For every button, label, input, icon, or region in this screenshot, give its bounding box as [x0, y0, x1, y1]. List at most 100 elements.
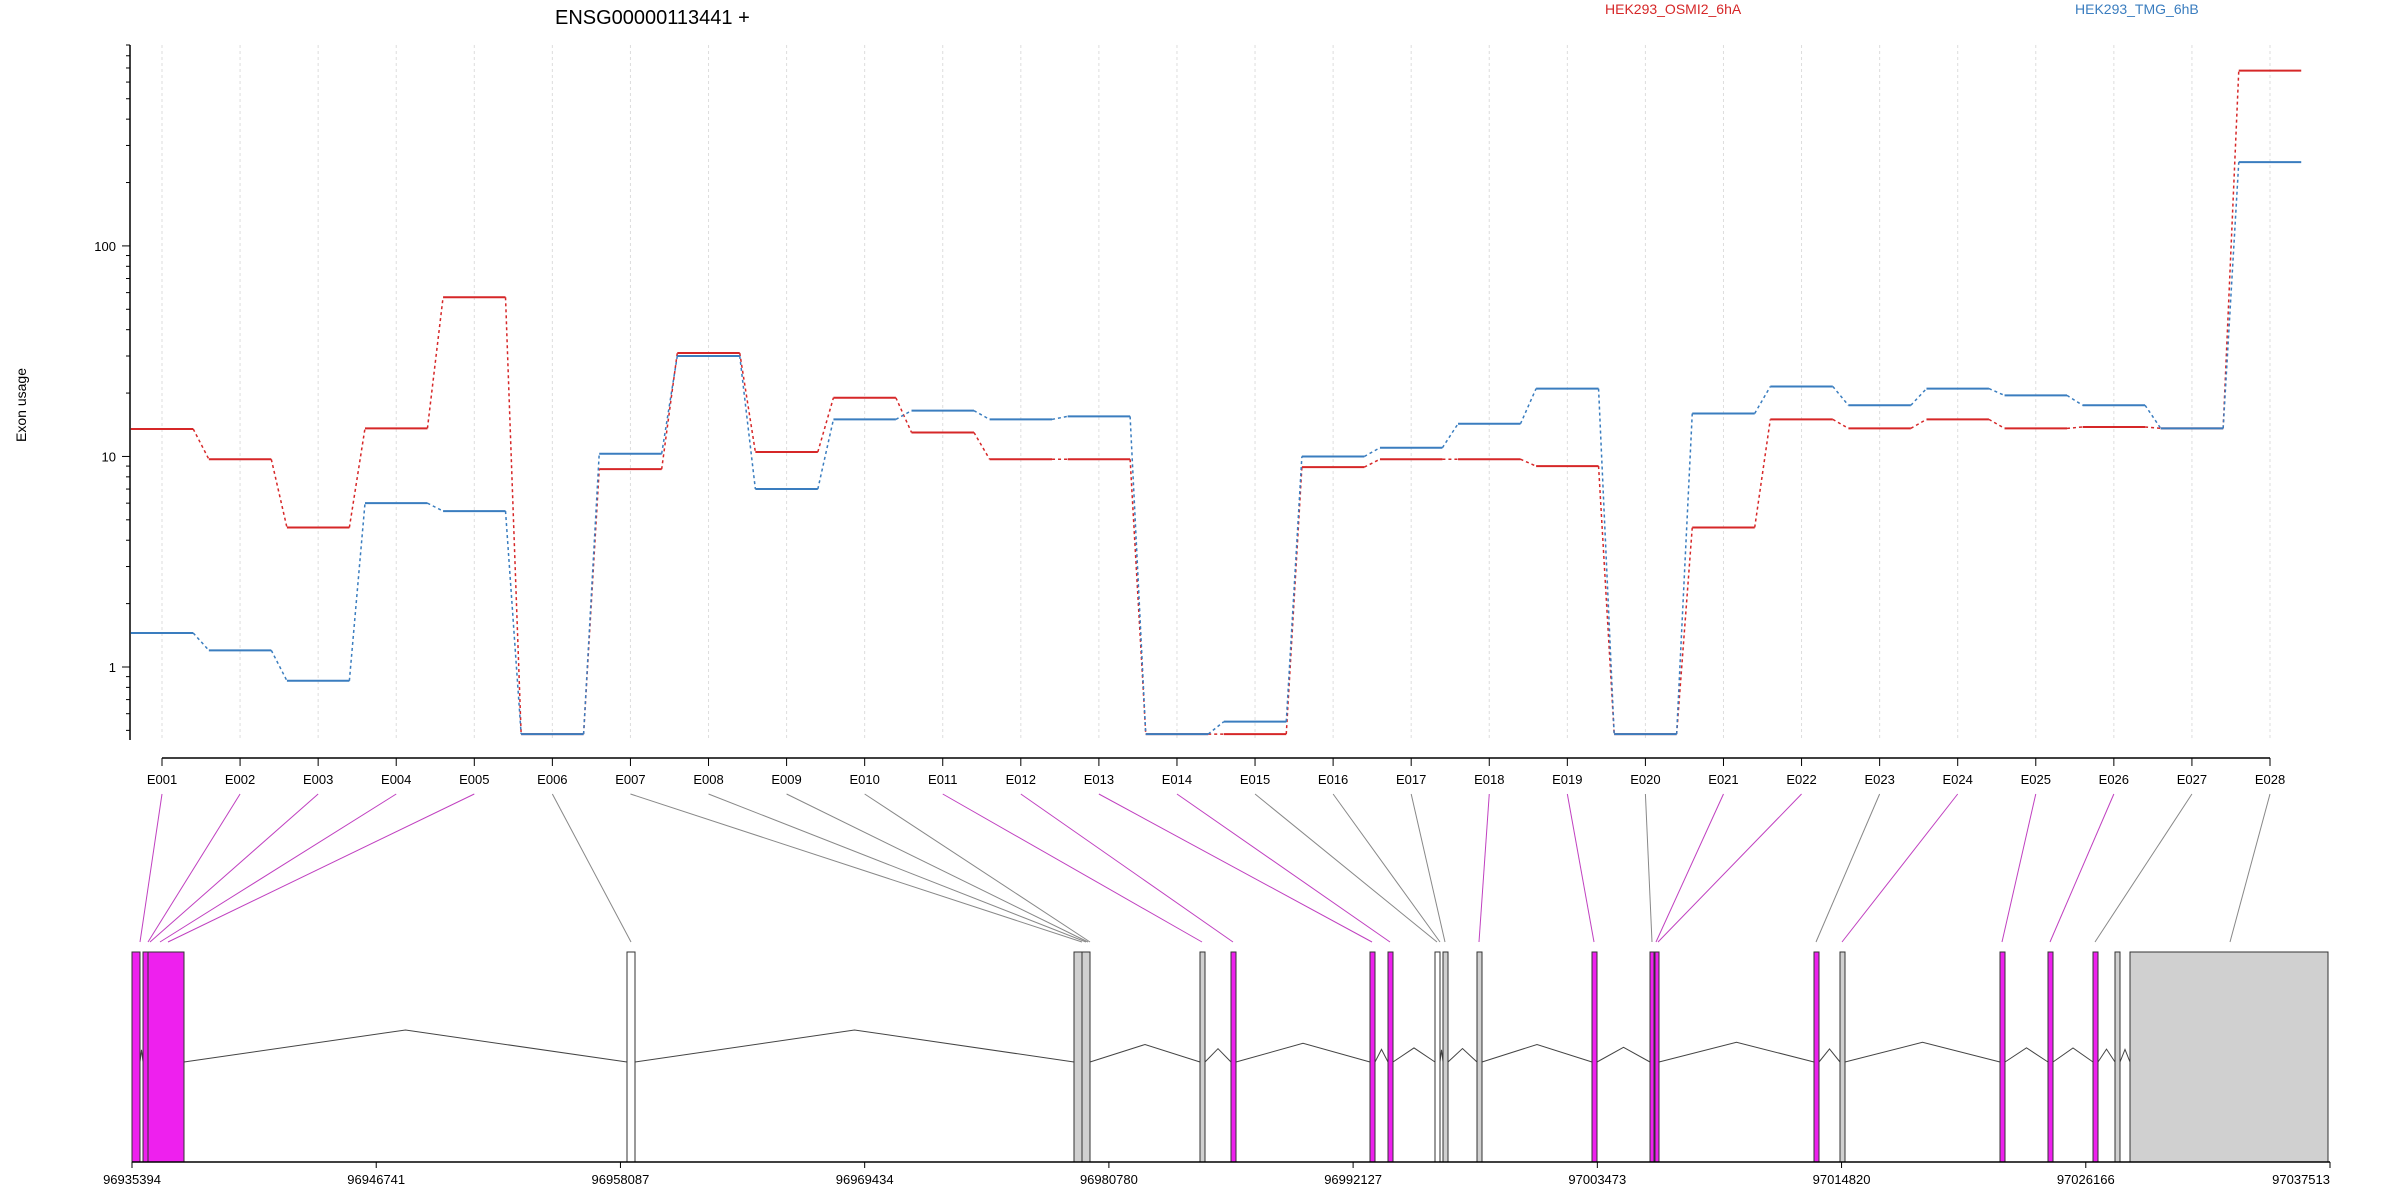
coord-label: 96992127 [1324, 1172, 1382, 1187]
exon-box-8 [1230, 951, 1237, 1163]
series-1-transition [1910, 418, 1927, 429]
exon-box-18 [1839, 951, 1846, 1163]
series-2-transition [192, 632, 210, 651]
x-tick-label: E002 [225, 772, 255, 787]
x-axis: E001 E002 E003 E004 E005 E006 E007 E008 E009 E010… [147, 757, 2285, 787]
x-tick-label: E017 [1396, 772, 1426, 787]
x-tick-label: E013 [1084, 772, 1114, 787]
series-2-transition [1754, 386, 1771, 414]
connector-E018 [1478, 793, 1490, 943]
intron-line [1818, 1048, 1841, 1063]
exon-box-19 [1999, 951, 2006, 1163]
exon-box-3 [147, 951, 185, 1163]
series-1-transition [348, 428, 366, 528]
series-1-transition [1520, 458, 1537, 467]
exon-box-5 [1073, 951, 1083, 1163]
series-2-transition [1519, 388, 1537, 425]
exon-connectors [139, 793, 2271, 943]
series-2-transition [348, 503, 366, 681]
coord-label: 96958087 [592, 1172, 650, 1187]
x-tick-label: E014 [1162, 772, 1192, 787]
series-1-transition [192, 428, 210, 460]
series-1-transition [1675, 527, 1693, 735]
series-1-transition [270, 459, 288, 528]
x-tick-label: E012 [1006, 772, 1036, 787]
connector-E011 [942, 793, 1203, 943]
connector-E015 [1254, 793, 1438, 943]
x-tick-label: E009 [771, 772, 801, 787]
series-2-transition [660, 355, 679, 454]
series-1-transition [504, 297, 522, 735]
series-2-transition [504, 511, 522, 735]
series-2-transition [895, 410, 912, 421]
genomic-coordinate-axis: 96935394 96946741 96958087 96969434 96980780… [103, 1161, 2331, 1187]
intron-line [2004, 1047, 2049, 1063]
grid-lines [161, 45, 2271, 740]
series-2-transition [1207, 721, 1225, 735]
x-tick-label: E016 [1318, 772, 1348, 787]
coord-label: 97026166 [2057, 1172, 2115, 1187]
series-2-transition [2222, 162, 2240, 429]
y-tick-label: 100 [94, 239, 116, 254]
series-1-transition [739, 352, 757, 453]
intron-line [1658, 1041, 1815, 1063]
x-tick-label: E003 [303, 772, 333, 787]
series-1-transition [1364, 458, 1381, 468]
connector-E016 [1332, 793, 1441, 943]
exon-box-22 [2114, 951, 2121, 1163]
x-tick-label: E025 [2021, 772, 2051, 787]
intron-line [1844, 1041, 2001, 1063]
intron-line [1235, 1042, 1371, 1063]
exon-box-11 [1434, 951, 1441, 1163]
connector-E025 [2001, 793, 2037, 943]
exon-box-15 [1649, 951, 1655, 1163]
connector-E009 [786, 793, 1089, 943]
exon-box-1 [131, 951, 141, 1163]
connector-E023 [1815, 793, 1881, 943]
coord-label: 97003473 [1568, 1172, 1626, 1187]
series-2-transition [1129, 416, 1147, 735]
series-2-transition [1051, 415, 1068, 421]
series-1-transition [1753, 419, 1772, 528]
x-tick-label: E027 [2177, 772, 2207, 787]
intron-line [1374, 1048, 1389, 1063]
connector-E028 [2229, 793, 2271, 943]
series-lines [130, 69, 2302, 736]
series-2-transition [1675, 413, 1694, 735]
chart-title: ENSG00000113441 + [555, 7, 750, 29]
coord-label: 96969434 [836, 1172, 894, 1187]
x-tick-label: E020 [1630, 772, 1660, 787]
connector-E017 [1410, 793, 1446, 943]
exon-box-6 [1081, 951, 1091, 1163]
gene-model [131, 951, 2329, 1163]
x-tick-label: E010 [849, 772, 879, 787]
coord-label: 96946741 [347, 1172, 405, 1187]
legend-series-2: HEK293_TMG_6hB [2075, 1, 2199, 17]
y-tick-label: 1 [109, 660, 116, 675]
exon-box-4 [626, 951, 636, 1163]
connector-E004 [159, 793, 397, 943]
connector-E022 [1657, 793, 1802, 943]
x-tick-label: E011 [928, 772, 957, 787]
coord-label: 97037513 [2272, 1172, 2330, 1187]
series-1-transition [1832, 418, 1849, 429]
series-1-transition [1988, 418, 2005, 429]
intron-line [634, 1029, 1075, 1063]
intron-line [2097, 1048, 2116, 1063]
exon-box-21 [2092, 951, 2099, 1163]
intron-line [183, 1029, 628, 1063]
connector-E005 [167, 793, 475, 943]
x-tick-label: E021 [1708, 772, 1738, 787]
series-1-transition [2066, 426, 2083, 430]
legend-series-1: HEK293_OSMI2_6hA [1605, 1, 1742, 17]
exon-box-14 [1591, 951, 1598, 1163]
coord-label: 96935394 [103, 1172, 161, 1187]
series-2-transition [1597, 388, 1615, 735]
connector-E007 [630, 793, 1083, 943]
series-1-transition [1597, 466, 1615, 735]
x-tick-label: E023 [1864, 772, 1894, 787]
exon-box-16 [1654, 951, 1660, 1163]
connector-E010 [864, 793, 1091, 943]
connector-E024 [1841, 793, 1959, 943]
